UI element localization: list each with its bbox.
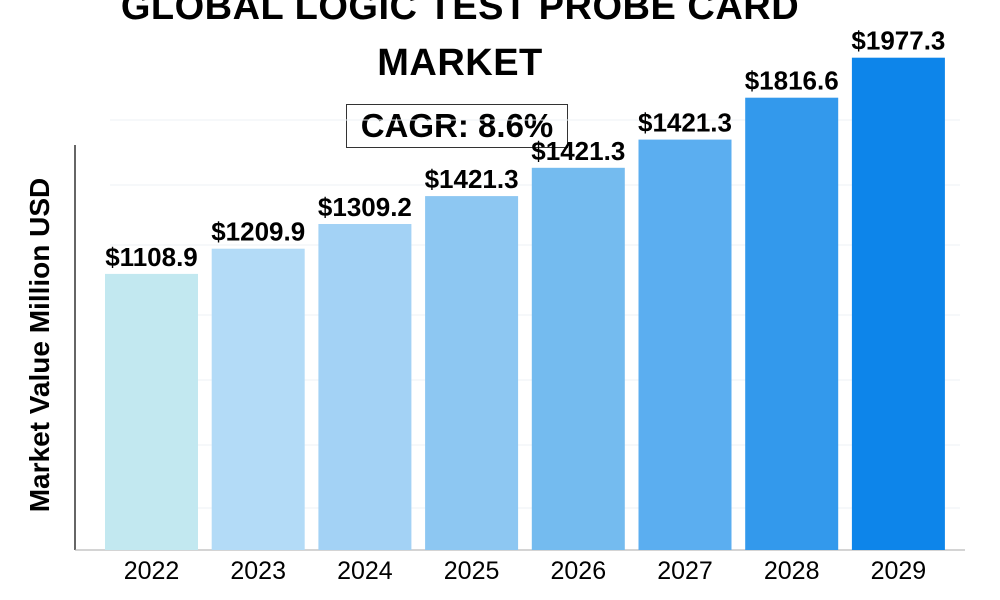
x-tick-label-2028: 2028 [764,557,820,585]
x-tick-label-2029: 2029 [871,557,927,585]
bar-2027 [638,139,732,550]
bar-2022 [105,273,198,550]
x-tick-label-2027: 2027 [657,557,713,585]
bar-2026 [531,167,625,551]
bar-value-label-2029: $1977.3 [851,26,945,56]
bar-2024 [318,224,412,550]
bar-value-labels: $1108.9 $1209.9 $1309.2 $1421.3 $1421.3 $1421… [105,26,945,272]
chart-title-line1: GLOBAL LOGIC TEST PROBE CARD [120,0,800,28]
x-tick-label-2024: 2024 [337,557,393,585]
bar-value-label-2024: $1309.2 [318,192,412,222]
chart-title-line2: MARKET [377,42,543,84]
bar-value-label-2027: $1421.3 [638,108,732,138]
bar-value-label-2025: $1421.3 [425,164,519,194]
bars [105,57,945,551]
bar-2023 [211,248,305,550]
x-tick-label-2026: 2026 [550,557,606,585]
cagr-label: CAGR: [360,107,469,144]
bar-2025 [425,196,519,550]
bar-value-label-2028: $1816.6 [745,66,839,96]
x-tick-label-2022: 2022 [124,557,180,585]
bar-value-label-2026: $1421.3 [531,136,625,166]
bar-value-label-2023: $1209.9 [211,217,305,247]
cagr-badge: CAGR: 8.6% [346,104,568,148]
x-tick-label-2023: 2023 [230,557,286,585]
bar-2028 [745,97,839,550]
bar-value-label-2022: $1108.9 [105,242,198,272]
x-tick-label-2025: 2025 [444,557,500,585]
cagr-value: 8.6% [478,107,554,144]
bar-2029 [851,57,945,550]
x-tick-labels: 2022 2023 2024 2025 2026 2027 2028 2029 [124,557,927,585]
